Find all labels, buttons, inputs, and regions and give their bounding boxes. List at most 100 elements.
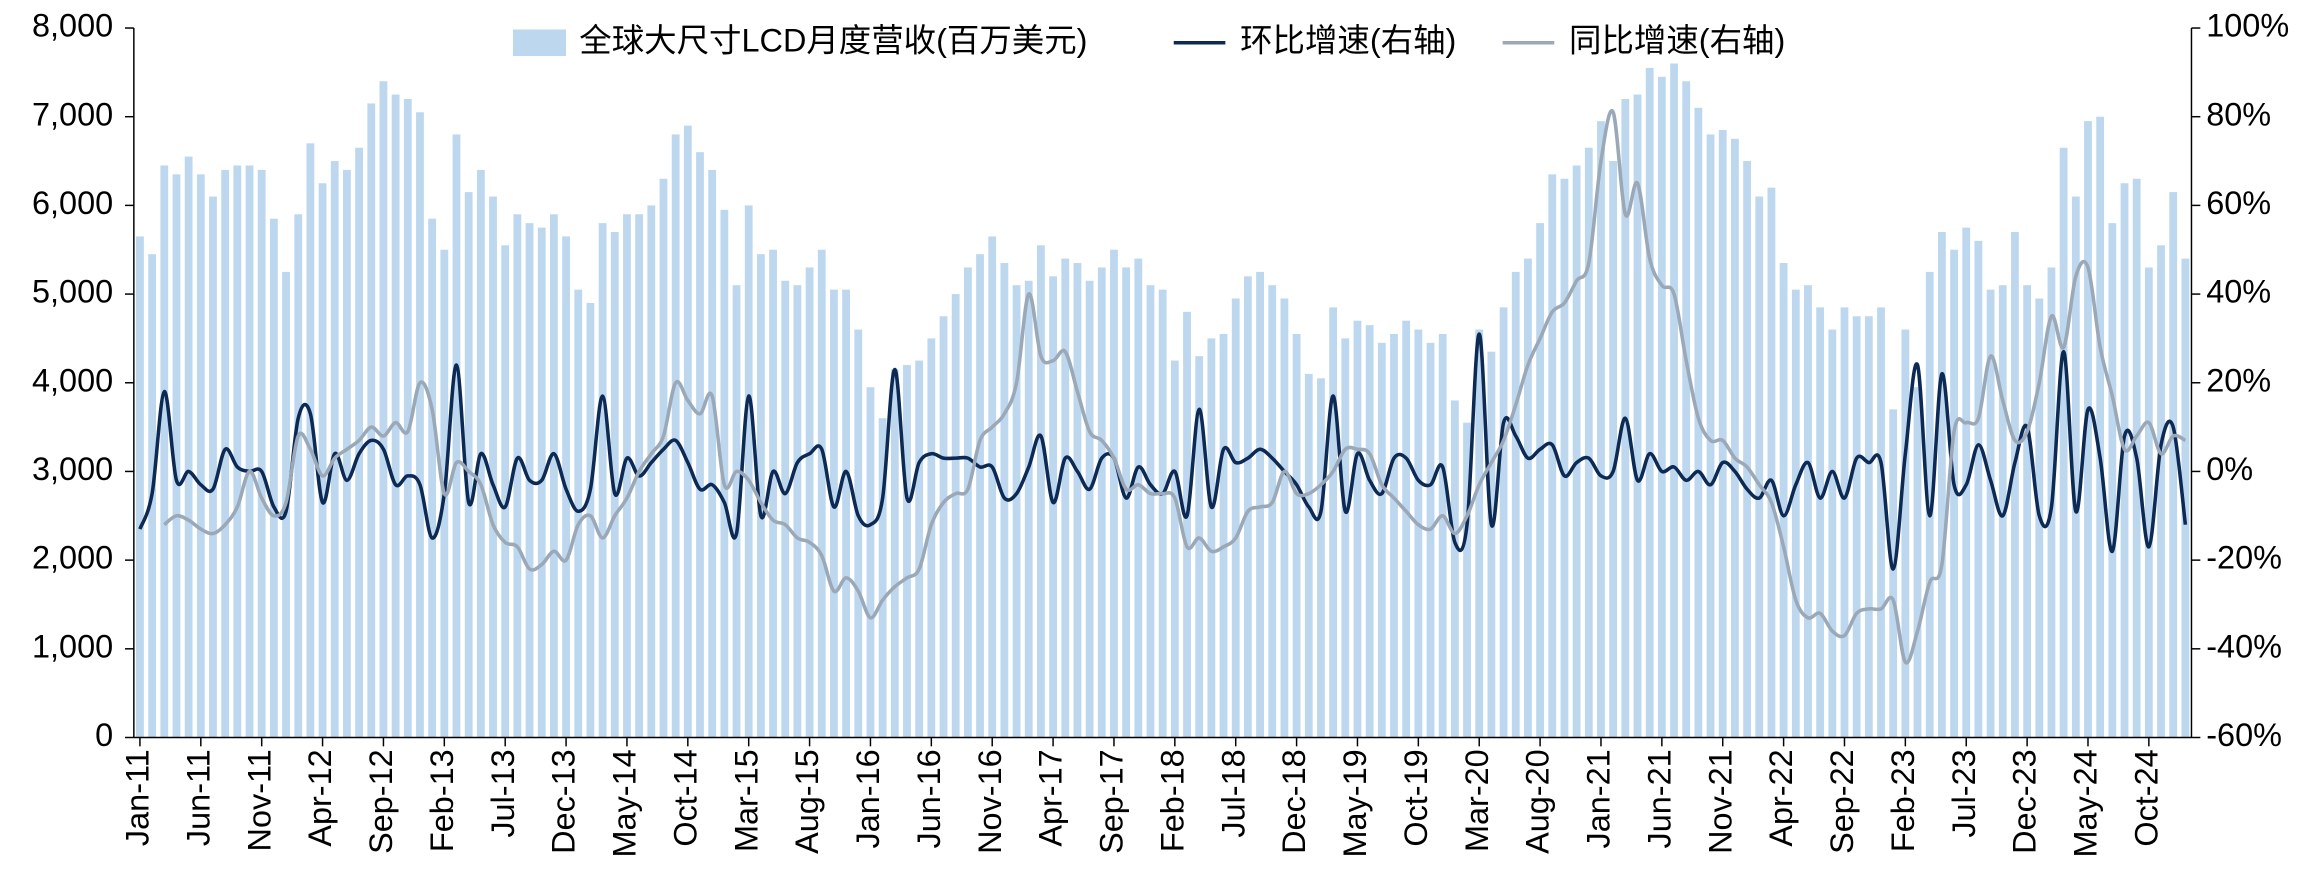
bar	[403, 98, 412, 738]
bar	[1597, 121, 1605, 738]
bar	[1804, 285, 1812, 738]
bar	[1475, 329, 1484, 738]
bar	[1365, 325, 1374, 738]
bar	[2084, 121, 2092, 738]
bar	[1073, 263, 1082, 738]
x-tick-label: Feb-18	[1154, 749, 1190, 852]
bar	[1268, 285, 1277, 738]
y2-tick-label: 0%	[2206, 451, 2253, 487]
x-tick-label: Sep-17	[1094, 749, 1130, 854]
bar	[1524, 258, 1532, 738]
x-tick-label: Nov-21	[1702, 749, 1738, 854]
bar	[136, 236, 144, 738]
x-tick-label: Apr-22	[1763, 749, 1799, 846]
bar	[1889, 409, 1898, 738]
bar	[708, 169, 717, 738]
bar	[172, 174, 181, 738]
bar	[1158, 289, 1167, 738]
x-tick-label: Jan-11	[120, 749, 156, 846]
x-tick-label: May-14	[607, 749, 643, 857]
bar	[221, 169, 230, 738]
bar	[671, 134, 680, 738]
bar	[647, 205, 656, 738]
bar	[1110, 249, 1118, 738]
x-tick-label: Mar-20	[1459, 749, 1495, 852]
bar	[586, 302, 595, 738]
x-tick-label: Oct-14	[667, 749, 703, 846]
bar	[1122, 267, 1131, 738]
y-tick-label: 8,000	[32, 8, 113, 44]
bar	[769, 249, 777, 738]
bar	[574, 289, 583, 738]
bar	[1779, 263, 1788, 738]
bar	[2096, 116, 2105, 738]
legend-label: 环比增速(右轴)	[1240, 22, 1456, 58]
bar	[1536, 223, 1544, 738]
x-tick-label: Jan-16	[850, 749, 886, 848]
x-tick-label: Dec-18	[1276, 749, 1312, 854]
bar	[2108, 223, 2117, 738]
y2-tick-label: -20%	[2206, 540, 2282, 576]
bar	[1085, 280, 1094, 738]
bar	[1828, 329, 1837, 738]
bar	[489, 196, 497, 738]
bar	[391, 94, 400, 738]
bar	[294, 214, 303, 738]
bar	[1097, 267, 1106, 738]
bar	[367, 103, 376, 738]
x-tick-label: Apr-17	[1033, 749, 1069, 846]
x-tick-label: Apr-12	[302, 749, 338, 846]
bar	[696, 152, 704, 738]
x-tick-label: Aug-20	[1520, 749, 1556, 854]
x-tick-label: Feb-23	[1885, 749, 1921, 852]
y-tick-label: 4,000	[32, 362, 113, 398]
bar	[1377, 342, 1386, 738]
bar	[927, 338, 936, 738]
bar	[683, 125, 692, 738]
y-tick-label: 6,000	[32, 185, 113, 221]
bar	[379, 81, 388, 738]
y-tick-label: 3,000	[32, 451, 113, 487]
bar	[2059, 147, 2068, 738]
bar	[1840, 307, 1849, 738]
x-tick-label: Jul-13	[485, 749, 521, 837]
x-tick-label: Jul-23	[1946, 749, 1982, 837]
x-tick-label: Mar-15	[728, 749, 764, 852]
bar	[1560, 178, 1569, 738]
legend-swatch	[512, 29, 567, 57]
bar	[160, 165, 169, 738]
x-tick-label: Oct-24	[2128, 749, 2164, 846]
legend-label: 同比增速(右轴)	[1569, 22, 1785, 58]
bar	[343, 169, 351, 738]
bar	[1146, 285, 1155, 738]
bar	[951, 294, 960, 738]
bar	[2120, 183, 2129, 738]
bar	[2023, 285, 2032, 738]
bar	[1974, 240, 1983, 738]
y-tick-label: 0	[95, 717, 113, 753]
bar	[1450, 400, 1459, 738]
x-tick-label: Feb-13	[424, 749, 460, 852]
bar	[1219, 333, 1228, 738]
x-tick-label: Aug-15	[789, 749, 825, 854]
bar	[1487, 351, 1496, 738]
bar	[428, 218, 437, 738]
bar	[1207, 338, 1216, 738]
x-tick-label: May-24	[2068, 749, 2104, 857]
bar	[878, 418, 887, 738]
bar	[1402, 320, 1411, 738]
x-tick-label: Jan-21	[1581, 749, 1617, 848]
x-tick-label: Dec-13	[546, 749, 582, 854]
bar	[659, 178, 668, 738]
bar	[257, 169, 266, 738]
bar	[1706, 134, 1715, 738]
bar	[890, 369, 899, 738]
bar	[1037, 245, 1045, 738]
bar	[1913, 387, 1922, 738]
bar	[209, 196, 217, 738]
bar	[1670, 63, 1678, 738]
bar	[245, 165, 254, 738]
bar	[2169, 192, 2178, 738]
bar	[1767, 187, 1776, 738]
